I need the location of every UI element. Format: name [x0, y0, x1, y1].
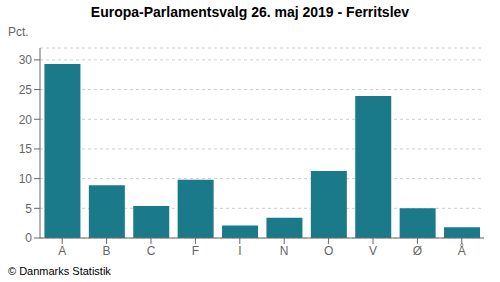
html-text:Pct.: Pct. — [8, 25, 29, 39]
svg-text:25: 25 — [19, 83, 33, 97]
svg-text:5: 5 — [25, 202, 32, 216]
svg-text:0: 0 — [25, 231, 32, 245]
svg-text:F: F — [192, 244, 199, 258]
svg-text:A: A — [58, 244, 66, 258]
html-text:Europa-Parlamentsvalg 26. maj: Europa-Parlamentsvalg 26. maj 2019 - Fer… — [90, 4, 410, 20]
html-text:© Danmarks Statistik: © Danmarks Statistik — [8, 265, 111, 277]
svg-text:O: O — [324, 244, 333, 258]
svg-text:Å: Å — [458, 243, 466, 258]
svg-text:I: I — [238, 244, 241, 258]
svg-text:C: C — [147, 244, 156, 258]
svg-text:V: V — [369, 244, 377, 258]
svg-text:30: 30 — [19, 53, 33, 67]
svg-text:20: 20 — [19, 113, 33, 127]
svg-text:10: 10 — [19, 172, 33, 186]
svg-text:Ø: Ø — [413, 244, 422, 258]
svg-text:B: B — [103, 244, 111, 258]
svg-text:15: 15 — [19, 142, 33, 156]
svg-text:N: N — [280, 244, 289, 258]
